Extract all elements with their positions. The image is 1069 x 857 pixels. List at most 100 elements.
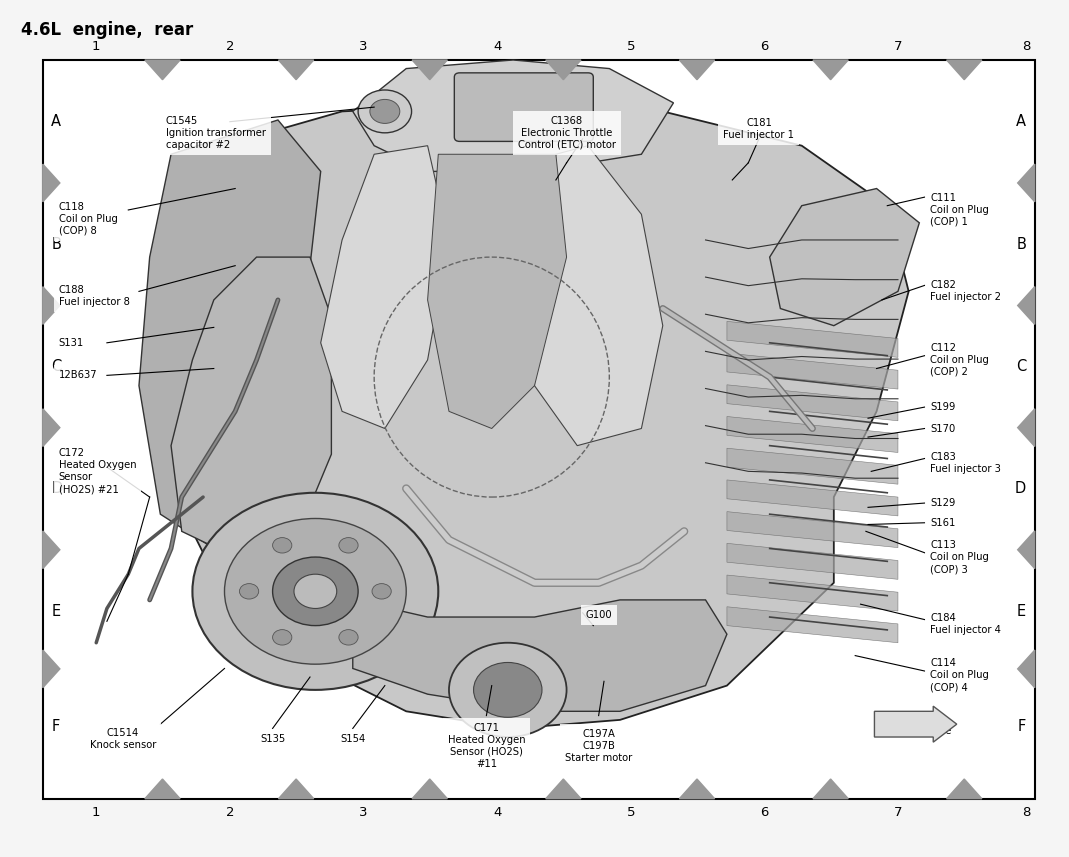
Polygon shape <box>43 650 60 687</box>
Text: 4: 4 <box>493 806 501 818</box>
Text: C172
Heated Oxygen
Sensor
(HO2S) #21: C172 Heated Oxygen Sensor (HO2S) #21 <box>59 448 137 494</box>
Text: C: C <box>1016 359 1026 375</box>
Text: C111
Coil on Plug
(COP) 1: C111 Coil on Plug (COP) 1 <box>930 193 989 227</box>
Text: 12B637: 12B637 <box>59 370 97 381</box>
Polygon shape <box>413 60 448 80</box>
Text: S131: S131 <box>59 338 84 348</box>
Polygon shape <box>770 189 919 326</box>
Text: 5: 5 <box>626 40 635 53</box>
Text: S129: S129 <box>930 498 956 508</box>
Text: 7: 7 <box>894 40 902 53</box>
Polygon shape <box>43 409 60 446</box>
Text: C188
Fuel injector 8: C188 Fuel injector 8 <box>59 285 129 307</box>
Polygon shape <box>546 60 582 80</box>
Text: C118
Coil on Plug
(COP) 8: C118 Coil on Plug (COP) 8 <box>59 201 118 236</box>
Polygon shape <box>727 448 898 484</box>
Polygon shape <box>727 353 898 389</box>
Polygon shape <box>43 165 60 202</box>
Polygon shape <box>680 779 714 799</box>
Polygon shape <box>278 60 314 80</box>
Polygon shape <box>1018 409 1035 446</box>
Polygon shape <box>1018 287 1035 325</box>
Text: S170: S170 <box>930 423 956 434</box>
Polygon shape <box>413 779 448 799</box>
Circle shape <box>224 518 406 664</box>
Text: 3: 3 <box>359 40 368 53</box>
Text: S154: S154 <box>340 734 366 744</box>
Text: 5: 5 <box>626 806 635 818</box>
Circle shape <box>372 584 391 599</box>
Polygon shape <box>139 120 321 548</box>
Text: C1545
Ignition transformer
capacitor #2: C1545 Ignition transformer capacitor #2 <box>166 116 266 150</box>
Polygon shape <box>727 512 898 548</box>
Polygon shape <box>353 600 727 711</box>
Polygon shape <box>727 417 898 452</box>
Polygon shape <box>534 146 663 446</box>
Text: S199: S199 <box>930 402 956 412</box>
Circle shape <box>358 90 412 133</box>
Text: 3: 3 <box>359 806 368 818</box>
Polygon shape <box>171 257 331 557</box>
Text: 2: 2 <box>226 806 234 818</box>
Polygon shape <box>814 60 849 80</box>
Text: 8: 8 <box>1022 40 1031 53</box>
Polygon shape <box>727 385 898 421</box>
Polygon shape <box>1018 165 1035 202</box>
Text: 4: 4 <box>493 40 501 53</box>
Text: front of vehicle: front of vehicle <box>877 726 951 736</box>
Polygon shape <box>727 480 898 516</box>
Circle shape <box>273 557 358 626</box>
Text: C113
Coil on Plug
(COP) 3: C113 Coil on Plug (COP) 3 <box>930 540 989 574</box>
FancyBboxPatch shape <box>454 73 593 141</box>
Text: 1: 1 <box>92 806 100 818</box>
Circle shape <box>449 643 567 737</box>
Text: C181
Fuel injector 1: C181 Fuel injector 1 <box>724 117 794 140</box>
Text: S161: S161 <box>930 518 956 528</box>
Polygon shape <box>278 779 314 799</box>
Polygon shape <box>1018 650 1035 687</box>
Text: A: A <box>1017 114 1026 129</box>
Text: 6: 6 <box>760 40 769 53</box>
Bar <box>43 60 1035 799</box>
Text: C182
Fuel injector 2: C182 Fuel injector 2 <box>930 280 1001 303</box>
Polygon shape <box>160 103 909 728</box>
Polygon shape <box>43 530 60 569</box>
Text: 4.6L  engine,  rear: 4.6L engine, rear <box>21 21 193 39</box>
Text: 7: 7 <box>894 806 902 818</box>
Circle shape <box>370 99 400 123</box>
Text: C1368
Electronic Throttle
Control (ETC) motor: C1368 Electronic Throttle Control (ETC) … <box>517 116 616 150</box>
Polygon shape <box>145 779 180 799</box>
Text: C171
Heated Oxygen
Sensor (HO2S)
#11: C171 Heated Oxygen Sensor (HO2S) #11 <box>448 722 525 769</box>
Text: F: F <box>51 719 60 734</box>
Circle shape <box>294 574 337 608</box>
Text: F: F <box>1018 719 1026 734</box>
Circle shape <box>339 630 358 645</box>
Text: C183
Fuel injector 3: C183 Fuel injector 3 <box>930 452 1001 474</box>
Text: D: D <box>1014 481 1026 496</box>
Text: 8: 8 <box>1022 806 1031 818</box>
Polygon shape <box>727 607 898 643</box>
Polygon shape <box>546 779 582 799</box>
Circle shape <box>239 584 259 599</box>
Text: C184
Fuel injector 4: C184 Fuel injector 4 <box>930 613 1001 635</box>
Polygon shape <box>727 321 898 357</box>
Polygon shape <box>428 154 567 428</box>
Text: 6: 6 <box>760 806 769 818</box>
Polygon shape <box>1018 530 1035 569</box>
Polygon shape <box>43 287 60 325</box>
Polygon shape <box>947 779 981 799</box>
Circle shape <box>339 537 358 553</box>
Text: 1: 1 <box>92 40 100 53</box>
Circle shape <box>192 493 438 690</box>
Polygon shape <box>321 146 449 428</box>
Text: S135: S135 <box>260 734 285 744</box>
Text: B: B <box>1017 237 1026 252</box>
Text: G100: G100 <box>586 610 613 620</box>
Text: B: B <box>51 237 61 252</box>
Polygon shape <box>145 60 180 80</box>
Polygon shape <box>727 543 898 579</box>
Text: E: E <box>51 603 61 619</box>
Text: C112
Coil on Plug
(COP) 2: C112 Coil on Plug (COP) 2 <box>930 343 989 377</box>
Text: C1514
Knock sensor: C1514 Knock sensor <box>90 728 156 750</box>
Circle shape <box>474 662 542 717</box>
